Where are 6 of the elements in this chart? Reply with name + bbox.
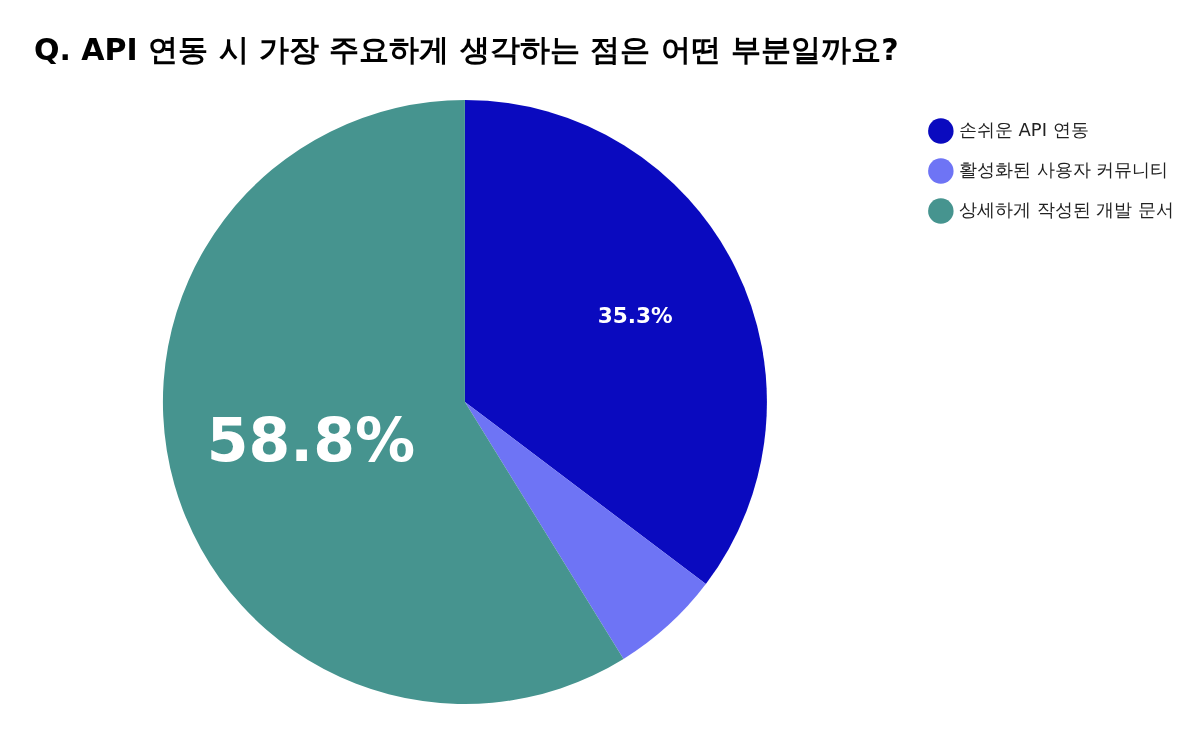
data-label: 35.3% <box>597 302 673 328</box>
legend-label: 활성화된 사용자 커뮤니티 <box>958 158 1169 180</box>
data-label: 58.8% <box>206 405 416 476</box>
legend-label: 손쉬운 API 연동 <box>958 118 1089 140</box>
legend-label: 상세하게 작성된 개발 문서 <box>958 198 1175 220</box>
chart-title: Q. API 연동 시 가장 주요하게 생각하는 점은 어떤 부분일까요? <box>34 31 899 69</box>
